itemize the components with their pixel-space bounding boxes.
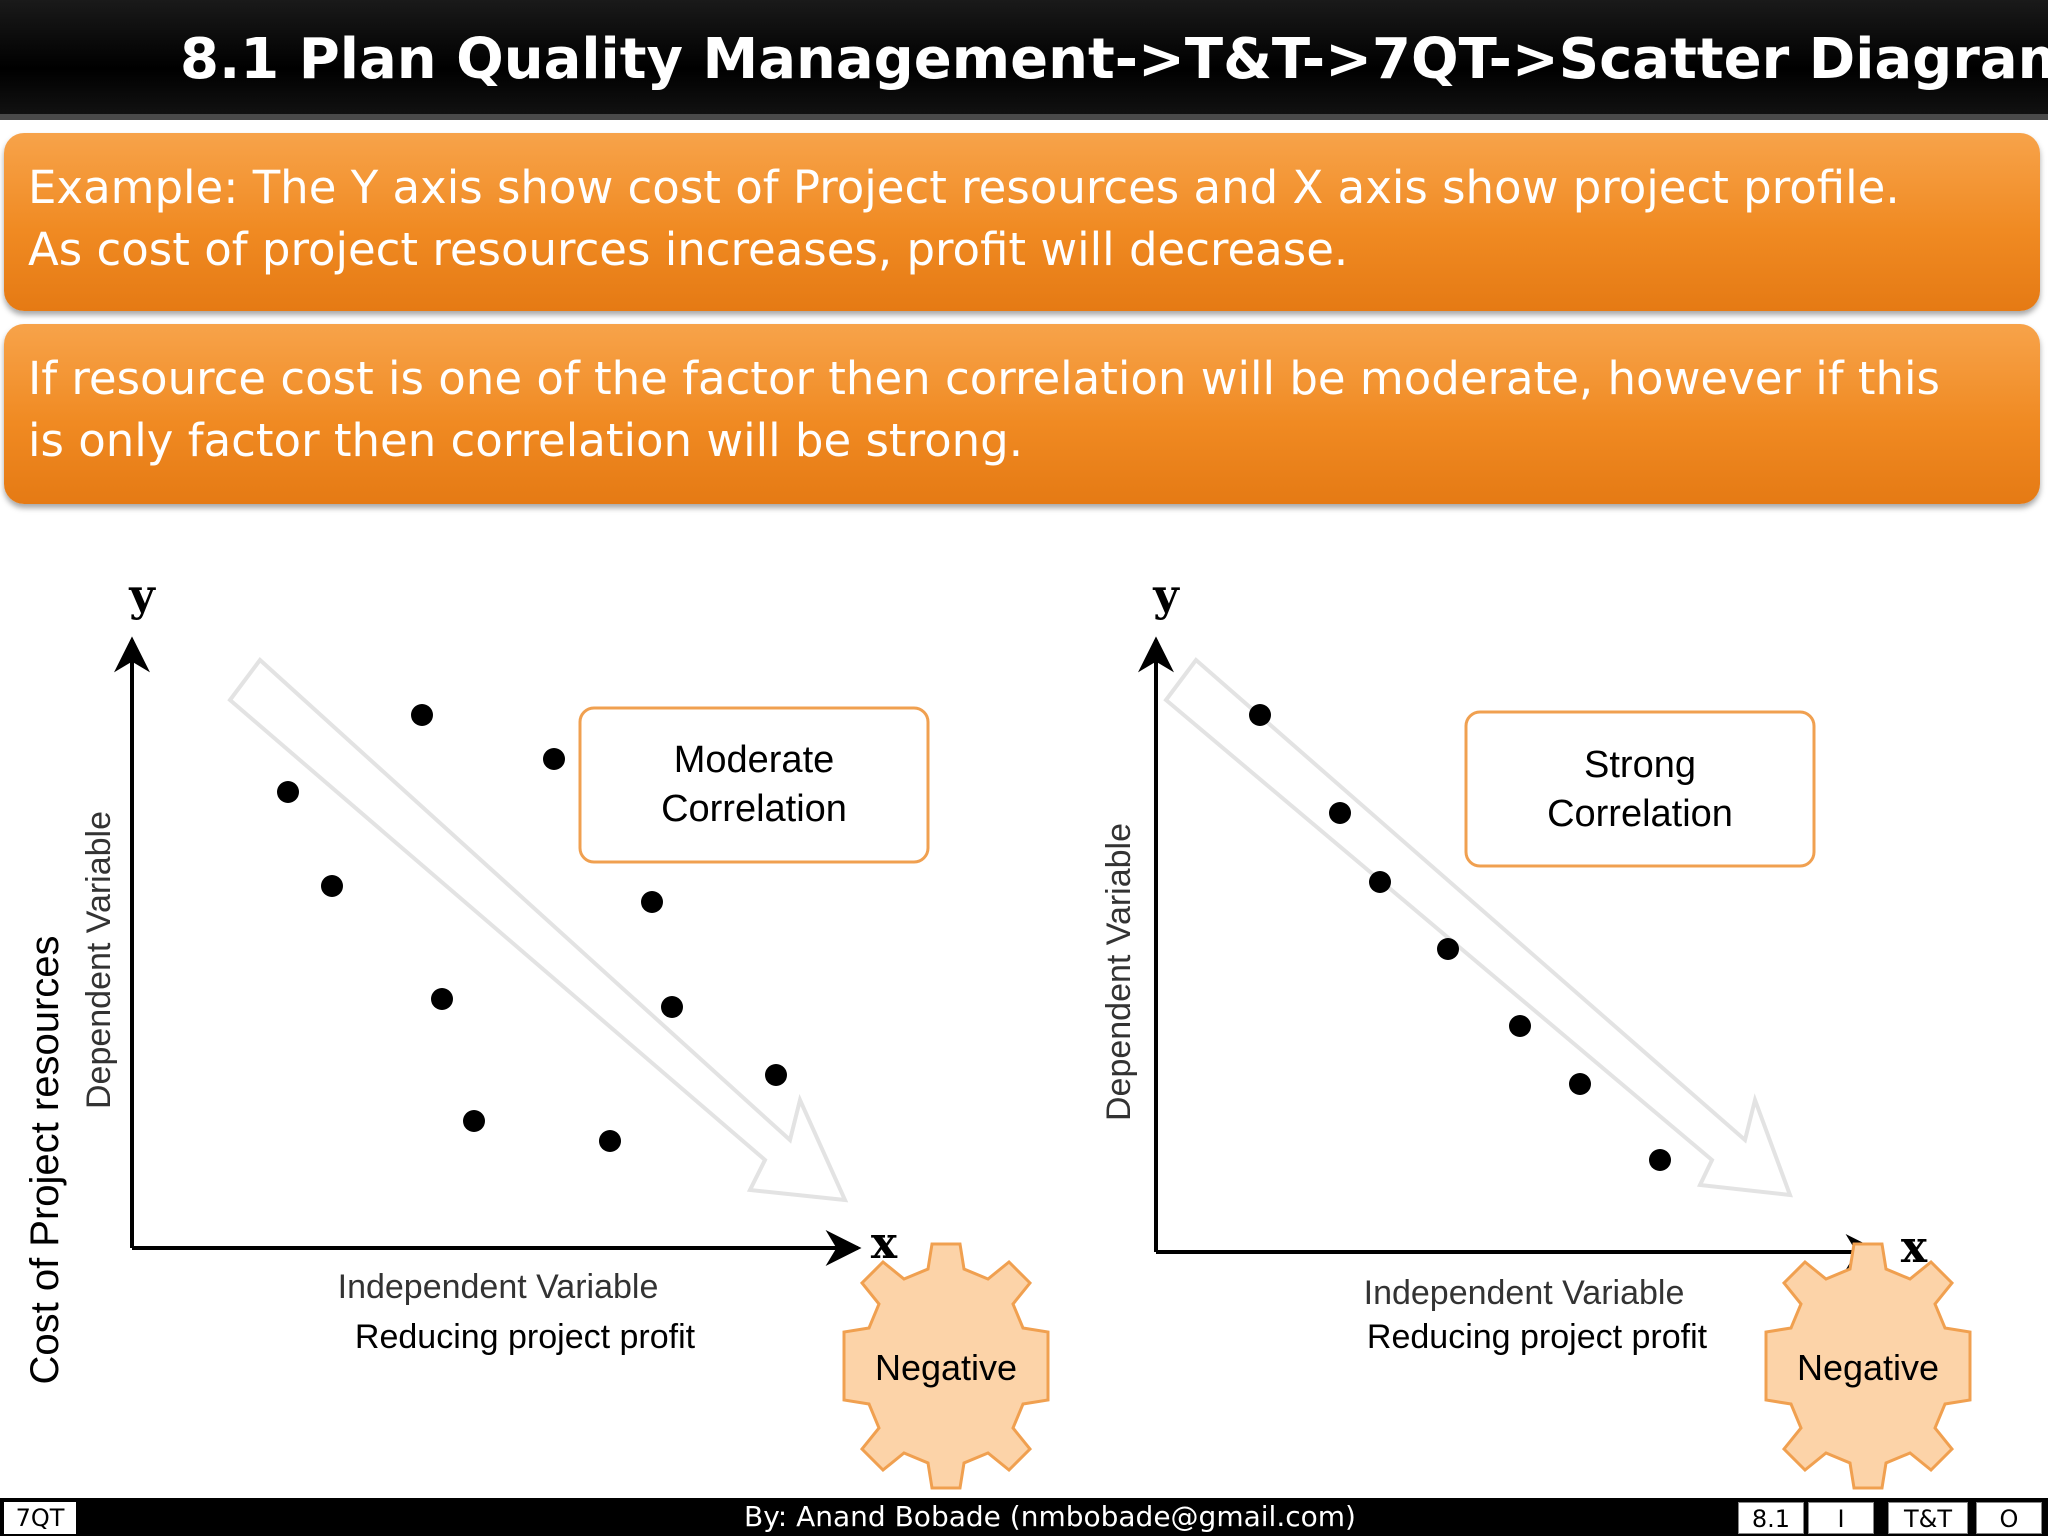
slide-title: 8.1 Plan Quality Management->T&T->7QT->S…: [180, 27, 2048, 92]
scatter-point: [1509, 1015, 1531, 1037]
footer-bar: 7QT By: Anand Bobade (nmbobade@gmail.com…: [0, 1498, 2048, 1536]
correlation-line-2: Correlation: [1547, 793, 1733, 835]
scatter-point: [1249, 704, 1271, 726]
correlation-box: [578, 706, 930, 864]
scatter-point: [1569, 1073, 1591, 1095]
subtitle: Reducing project profit: [1367, 1318, 1708, 1356]
nav-button-tt[interactable]: T&T: [1888, 1502, 1968, 1534]
footer-tag-7qt[interactable]: 7QT: [4, 1502, 76, 1534]
scatter-point: [599, 1130, 621, 1152]
y-axis-label: Dependent Variable: [80, 811, 118, 1109]
y-axis-letter: y: [1152, 570, 1180, 621]
scatter-point: [431, 988, 453, 1010]
scatter-point: [641, 891, 663, 913]
footer-nav: 8.1 I T&T O: [1738, 1502, 2048, 1534]
correlation-line-2: Correlation: [661, 788, 847, 830]
scatter-point: [321, 875, 343, 897]
scatter-point: [1329, 802, 1351, 824]
scatter-point: [1649, 1149, 1671, 1171]
footer-credit: By: Anand Bobade (nmbobade@gmail.com): [744, 1500, 1356, 1533]
scatter-point: [765, 1064, 787, 1086]
scatter-diagrams: Cost of Project resources y x Dependent …: [23, 570, 1972, 1490]
x-axis-letter: x: [871, 1218, 898, 1269]
gear-icon: Negative: [1764, 1242, 1972, 1490]
example-line-2: As cost of project resources increases, …: [28, 223, 1349, 276]
scatter-point: [661, 996, 683, 1018]
scatter-point: [1437, 938, 1459, 960]
gear-icon: Negative: [842, 1242, 1050, 1490]
title-bar: 8.1 Plan Quality Management->T&T->7QT->S…: [0, 0, 2048, 120]
nav-button-i[interactable]: I: [1808, 1502, 1874, 1534]
example-line-1: Example: The Y axis show cost of Project…: [28, 161, 1900, 214]
factor-box: If resource cost is one of the factor th…: [4, 324, 2040, 504]
scatter-point: [277, 781, 299, 803]
left-scatter-diagram: y x Dependent Variable Independent Varia…: [80, 570, 1050, 1490]
nav-button-8-1[interactable]: 8.1: [1738, 1502, 1804, 1534]
nav-button-o[interactable]: O: [1976, 1502, 2042, 1534]
x-axis-label: Independent Variable: [338, 1268, 659, 1306]
example-box: Example: The Y axis show cost of Project…: [4, 133, 2040, 311]
gear-label: Negative: [875, 1347, 1017, 1388]
correlation-line-1: Strong: [1584, 744, 1696, 786]
side-label-cost: Cost of Project resources: [23, 935, 67, 1384]
trend-arrow: [227, 657, 849, 1203]
correlation-box: [1464, 710, 1816, 868]
factor-line-1: If resource cost is one of the factor th…: [28, 352, 1940, 405]
x-axis-label: Independent Variable: [1364, 1274, 1685, 1312]
y-axis-letter: y: [128, 570, 156, 621]
trend-arrow: [1163, 657, 1793, 1198]
scatter-point: [543, 748, 565, 770]
scatter-point: [1369, 871, 1391, 893]
right-scatter-diagram: y x Dependent Variable Independent Varia…: [1100, 570, 1972, 1490]
scatter-point: [411, 704, 433, 726]
correlation-line-1: Moderate: [674, 739, 835, 781]
subtitle: Reducing project profit: [355, 1318, 696, 1356]
y-axis-label: Dependent Variable: [1100, 823, 1138, 1121]
gear-label: Negative: [1797, 1347, 1939, 1388]
scatter-point: [463, 1110, 485, 1132]
x-axis-letter: x: [1901, 1222, 1928, 1273]
factor-line-2: is only factor then correlation will be …: [28, 414, 1024, 467]
